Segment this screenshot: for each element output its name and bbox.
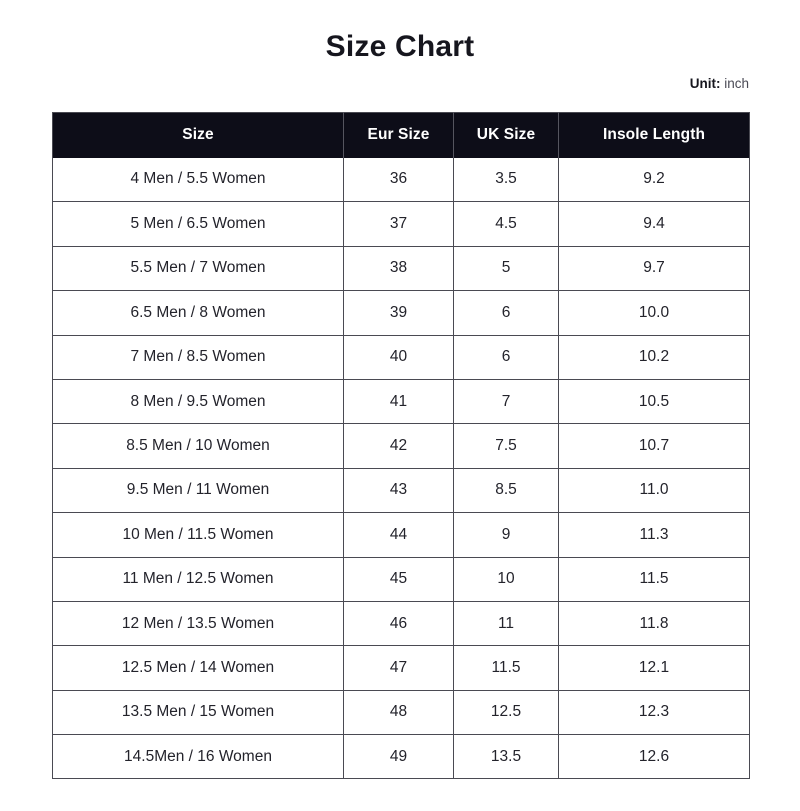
cell-size: 8.5 Men / 10 Women [52, 423, 344, 469]
table-row: 6.5 Men / 8 Women 39 6 10.0 [52, 290, 750, 336]
cell-size: 12.5 Men / 14 Women [52, 645, 344, 691]
table-row: 8.5 Men / 10 Women 42 7.5 10.7 [52, 423, 750, 469]
column-header-uk-size: UK Size [453, 112, 559, 158]
table-row: 11 Men / 12.5 Women 45 10 11.5 [52, 556, 750, 602]
column-header-eur-size: Eur Size [343, 112, 454, 158]
page-title: Size Chart [325, 30, 475, 63]
table-header: Size Eur Size UK Size Insole Length [52, 112, 750, 158]
cell-size: 9.5 Men / 11 Women [52, 467, 344, 513]
cell-insole-length: 12.6 [558, 734, 750, 779]
cell-size: 4 Men / 5.5 Women [52, 157, 344, 202]
cell-uk-size: 8.5 [453, 467, 559, 513]
table-row: 10 Men / 11.5 Women 44 9 11.3 [52, 512, 750, 558]
cell-size: 12 Men / 13.5 Women [52, 600, 344, 646]
cell-insole-length: 10.2 [558, 334, 750, 380]
table-row: 4 Men / 5.5 Women 36 3.5 9.2 [52, 157, 750, 202]
cell-uk-size: 6 [453, 290, 559, 336]
unit-value: inch [720, 76, 749, 91]
cell-eur-size: 43 [343, 467, 454, 513]
table-body: 4 Men / 5.5 Women 36 3.5 9.2 5 Men / 6.5 Wom… [52, 157, 750, 779]
cell-eur-size: 37 [343, 201, 454, 247]
cell-size: 14.5Men / 16 Women [52, 734, 344, 779]
table-row: 5.5 Men / 7 Women 38 5 9.7 [52, 245, 750, 291]
table-row: 9.5 Men / 11 Women 43 8.5 11.0 [52, 467, 750, 513]
table-row: 14.5Men / 16 Women 49 13.5 12.6 [52, 734, 750, 779]
cell-size: 5.5 Men / 7 Women [52, 245, 344, 291]
unit-label: Unit: [689, 76, 721, 91]
cell-eur-size: 45 [343, 556, 454, 602]
cell-eur-size: 44 [343, 512, 454, 558]
cell-size: 5 Men / 6.5 Women [52, 201, 344, 247]
cell-uk-size: 13.5 [453, 734, 559, 779]
cell-uk-size: 5 [453, 245, 559, 291]
cell-uk-size: 12.5 [453, 689, 559, 735]
cell-insole-length: 10.0 [558, 290, 750, 336]
cell-eur-size: 41 [343, 378, 454, 424]
cell-insole-length: 11.0 [558, 467, 750, 513]
cell-eur-size: 40 [343, 334, 454, 380]
cell-insole-length: 9.4 [558, 201, 750, 247]
cell-uk-size: 4.5 [453, 201, 559, 247]
table-row: 7 Men / 8.5 Women 40 6 10.2 [52, 334, 750, 380]
cell-uk-size: 9 [453, 512, 559, 558]
cell-eur-size: 42 [343, 423, 454, 469]
cell-eur-size: 47 [343, 645, 454, 691]
cell-size: 6.5 Men / 8 Women [52, 290, 344, 336]
cell-eur-size: 49 [343, 734, 454, 779]
column-header-size: Size [52, 112, 344, 158]
cell-size: 11 Men / 12.5 Women [52, 556, 344, 602]
column-header-insole-length: Insole Length [602, 126, 706, 144]
cell-insole-length: 11.5 [558, 556, 750, 602]
size-table: Size Eur Size UK Size Insole Length 4 Me… [52, 112, 750, 780]
cell-eur-size: 46 [343, 600, 454, 646]
cell-insole-length: 10.7 [558, 423, 750, 469]
table-row: 13.5 Men / 15 Women 48 12.5 12.3 [52, 689, 750, 735]
cell-uk-size: 10 [453, 556, 559, 602]
cell-insole-length: 12.3 [558, 689, 750, 735]
cell-uk-size: 11 [453, 600, 559, 646]
cell-eur-size: 36 [343, 157, 454, 202]
cell-size: 7 Men / 8.5 Women [52, 334, 344, 380]
cell-insole-length: 9.2 [558, 157, 750, 202]
cell-uk-size: 6 [453, 334, 559, 380]
cell-size: 10 Men / 11.5 Women [52, 512, 344, 558]
cell-size: 13.5 Men / 15 Women [52, 689, 344, 735]
cell-uk-size: 3.5 [453, 157, 559, 202]
size-table-container: Size Eur Size UK Size Insole Length 4 Me… [52, 112, 750, 780]
table-header-row: Size Eur Size UK Size Insole Length [52, 112, 750, 158]
cell-eur-size: 39 [343, 290, 454, 336]
cell-insole-length: 12.1 [558, 645, 750, 691]
cell-eur-size: 38 [343, 245, 454, 291]
cell-uk-size: 7 [453, 378, 559, 424]
cell-insole-length: 11.8 [558, 600, 750, 646]
cell-insole-length: 10.5 [558, 378, 750, 424]
cell-eur-size: 48 [343, 689, 454, 735]
table-row: 5 Men / 6.5 Women 37 4.5 9.4 [52, 201, 750, 247]
unit-note: Unit: inch [690, 76, 749, 91]
cell-insole-length: 11.3 [558, 512, 750, 558]
cell-uk-size: 11.5 [453, 645, 559, 691]
table-row: 8 Men / 9.5 Women 41 7 10.5 [52, 378, 750, 424]
table-row: 12.5 Men / 14 Women 47 11.5 12.1 [52, 645, 750, 691]
cell-size: 8 Men / 9.5 Women [52, 378, 344, 424]
cell-uk-size: 7.5 [453, 423, 559, 469]
table-row: 12 Men / 13.5 Women 46 11 11.8 [52, 600, 750, 646]
cell-insole-length: 9.7 [558, 245, 750, 291]
